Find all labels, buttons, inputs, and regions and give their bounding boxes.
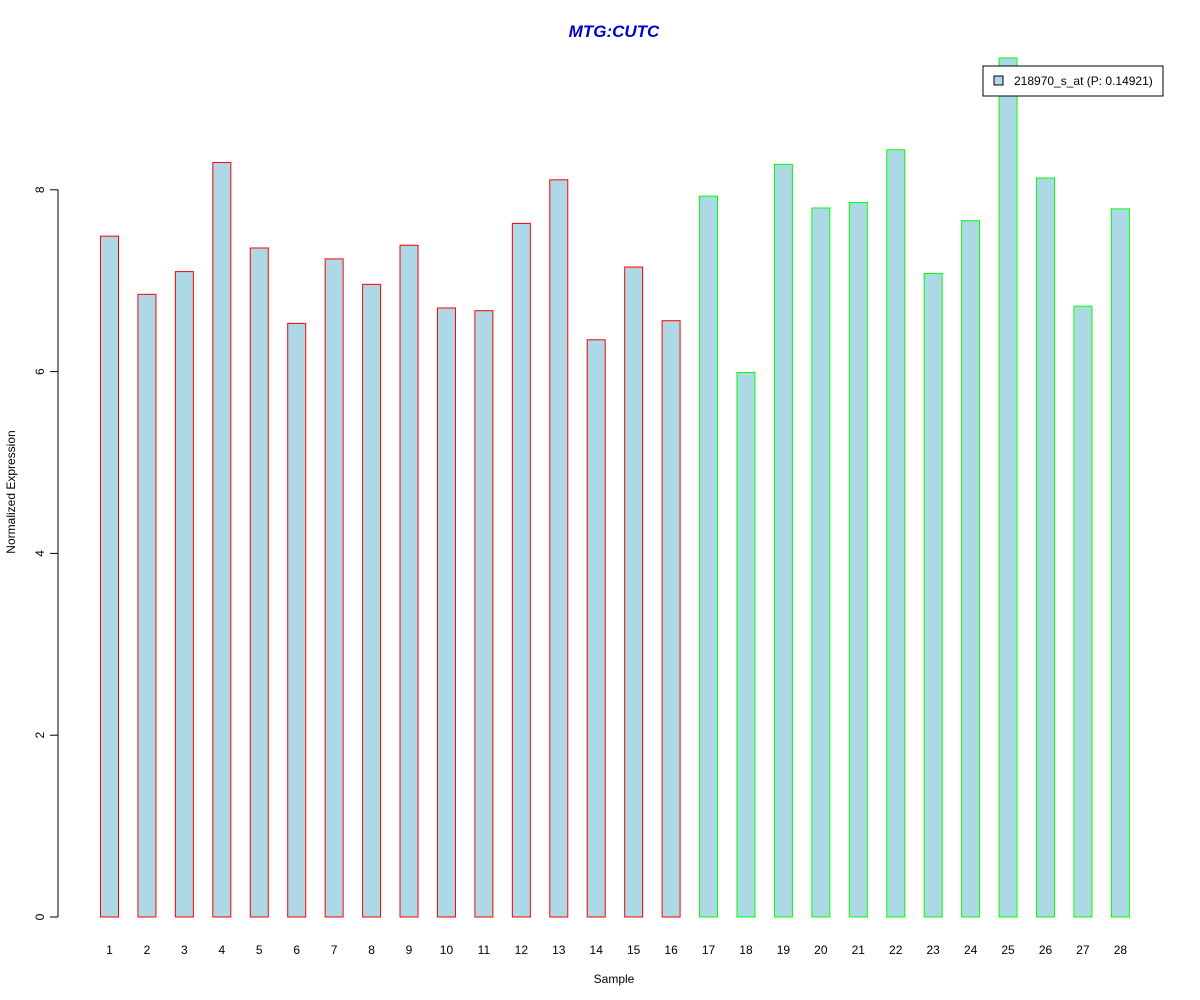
x-tick-labels: 1 2 3 4 5 6 7 8 9 10 11 12 13 14 15 16 17 18 19 20 21 22 23 24 2… <box>106 943 1127 957</box>
x-tick-label: 7 <box>331 943 338 957</box>
bar-sample-20 <box>811 207 831 918</box>
bar-sample-1 <box>100 235 119 918</box>
x-tick-label: 21 <box>852 943 866 957</box>
bar-sample-25 <box>998 57 1018 918</box>
x-tick-label: 9 <box>406 943 413 957</box>
bar-sample-22 <box>886 149 906 918</box>
x-tick-label: 17 <box>702 943 716 957</box>
bar-sample-28 <box>1110 208 1130 918</box>
x-tick-label: 15 <box>627 943 641 957</box>
x-tick-label: 14 <box>590 943 604 957</box>
bar-sample-18 <box>736 372 756 918</box>
bar-sample-21 <box>848 202 868 918</box>
y-tick-label: 6 <box>33 368 47 375</box>
bar-sample-2 <box>137 293 157 918</box>
x-tick-label: 27 <box>1076 943 1090 957</box>
y-tick-label: 4 <box>33 550 47 557</box>
x-tick-label: 8 <box>368 943 375 957</box>
x-tick-label: 26 <box>1039 943 1053 957</box>
x-tick-label: 10 <box>440 943 454 957</box>
bar-sample-6 <box>287 322 307 918</box>
bar-sample-27 <box>1073 305 1093 918</box>
y-tick-label: 8 <box>33 186 47 193</box>
x-tick-label: 12 <box>515 943 529 957</box>
legend-entry: 218970_s_at (P: 0.14921) <box>1014 74 1153 88</box>
x-tick-label: 13 <box>552 943 566 957</box>
x-tick-label: 28 <box>1114 943 1128 957</box>
bar-sample-11 <box>474 310 494 918</box>
x-axis-label: Sample <box>594 972 635 986</box>
bar-sample-8 <box>362 283 382 918</box>
bar-sample-19 <box>773 163 793 918</box>
x-tick-label: 25 <box>1001 943 1015 957</box>
x-tick-label: 6 <box>293 943 300 957</box>
y-axis: 0 2 4 6 8 <box>33 186 59 920</box>
x-tick-label: 4 <box>218 943 225 957</box>
bars <box>100 57 1130 918</box>
bar-sample-16 <box>661 320 681 918</box>
x-tick-label: 11 <box>478 943 491 957</box>
bar-sample-15 <box>624 266 644 918</box>
bar-sample-17 <box>699 195 719 918</box>
legend-box <box>982 65 1164 97</box>
bar-sample-13 <box>549 179 569 918</box>
bar-sample-4 <box>212 162 232 918</box>
bar-sample-23 <box>923 272 943 918</box>
bar-sample-7 <box>324 258 344 918</box>
bar-sample-14 <box>586 339 606 918</box>
y-tick-label: 2 <box>33 732 47 739</box>
x-tick-label: 1 <box>106 943 113 957</box>
x-tick-label: 3 <box>181 943 188 957</box>
x-tick-label: 18 <box>739 943 753 957</box>
bar-sample-24 <box>961 220 981 918</box>
bar-sample-10 <box>436 307 456 918</box>
x-tick-label: 24 <box>964 943 978 957</box>
bar-sample-5 <box>249 247 269 918</box>
bar-sample-3 <box>174 271 194 918</box>
bar-sample-12 <box>511 222 531 918</box>
x-tick-label: 5 <box>256 943 263 957</box>
x-tick-label: 22 <box>889 943 903 957</box>
x-tick-label: 19 <box>777 943 791 957</box>
legend: 218970_s_at (P: 0.14921) <box>982 65 1164 97</box>
bar-sample-26 <box>1036 177 1055 918</box>
x-tick-label: 23 <box>927 943 941 957</box>
x-tick-label: 2 <box>144 943 151 957</box>
y-axis-label: Normalized Expression <box>4 430 18 553</box>
legend-swatch <box>993 75 1004 86</box>
y-tick-label: 0 <box>33 913 47 920</box>
bar-sample-9 <box>399 244 419 918</box>
x-tick-label: 20 <box>814 943 828 957</box>
chart-title: MTG:CUTC <box>569 22 660 41</box>
x-tick-label: 16 <box>664 943 678 957</box>
